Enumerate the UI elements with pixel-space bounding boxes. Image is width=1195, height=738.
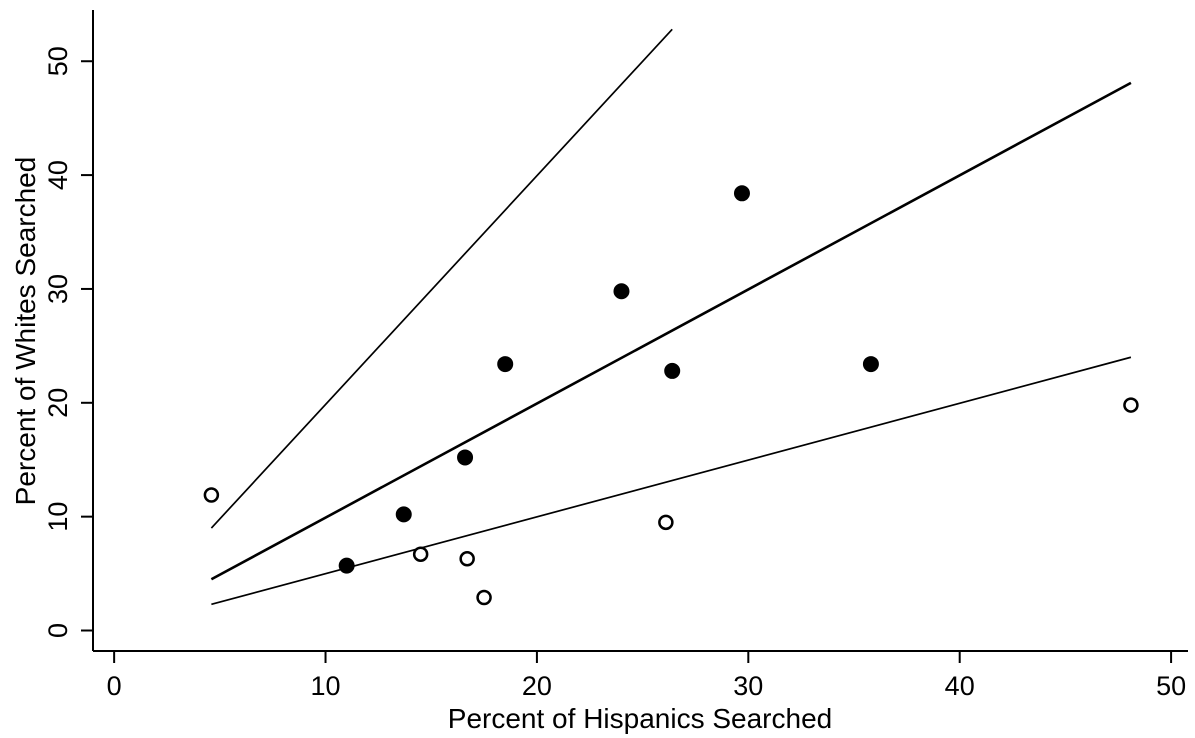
y-tick-label: 30: [43, 274, 73, 304]
filled-data-point: [664, 362, 681, 379]
x-tick-label: 40: [945, 671, 975, 701]
reference-lines: [210, 28, 1132, 606]
x-tick-label: 30: [733, 671, 763, 701]
y-tick-label: 40: [43, 160, 73, 190]
reference-line-3: [211, 356, 1132, 606]
x-axis-title: Percent of Hispanics Searched: [448, 703, 832, 734]
x-tick-label: 20: [522, 671, 552, 701]
hollow-data-point: [658, 514, 674, 531]
hollow-data-point: [203, 487, 220, 503]
x-tick-label: 0: [107, 671, 122, 701]
filled-data-point: [733, 185, 750, 202]
hollow-data-point: [412, 546, 429, 562]
filled-data-point: [395, 506, 412, 523]
filled-data-point: [862, 356, 879, 373]
x-axis-ticks: 0 10 20 30 40 50: [107, 651, 1186, 701]
filled-data-point: [497, 356, 514, 373]
hollow-data-point: [459, 551, 475, 567]
filled-data-point: [613, 283, 630, 300]
reference-line-1: [210, 28, 673, 529]
x-tick-label: 50: [1156, 671, 1186, 701]
axes: [92, 10, 1188, 652]
reference-line-2: [210, 81, 1132, 581]
hollow-data-point: [1123, 397, 1139, 413]
filled-data-point: [338, 557, 355, 574]
y-tick-label: 20: [43, 388, 73, 418]
y-tick-label: 0: [43, 623, 73, 638]
filled-data-point: [457, 449, 474, 466]
x-tick-label: 10: [311, 671, 341, 701]
y-axis-title: Percent of Whites Searched: [10, 157, 41, 506]
hollow-data-point: [476, 589, 492, 606]
y-axis-ticks: 0 10 20 30 40 50: [43, 46, 93, 638]
y-tick-label: 50: [43, 46, 73, 76]
data-points: [203, 185, 1139, 606]
y-tick-label: 10: [43, 502, 73, 532]
